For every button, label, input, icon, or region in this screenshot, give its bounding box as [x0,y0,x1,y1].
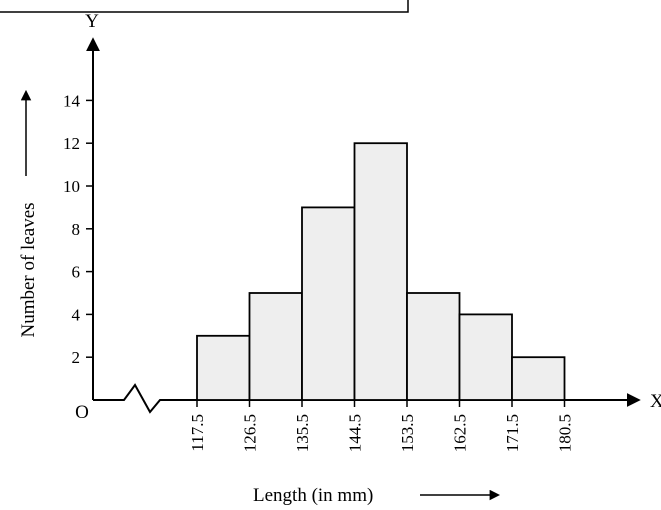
x-tick-label: 117.5 [188,414,207,452]
y-tick-label: 14 [63,91,81,110]
x-tick-label: 171.5 [503,414,522,452]
y-axis-letter: Y [85,11,99,32]
y-tick-label: 6 [72,263,81,282]
x-tick-label: 162.5 [451,414,470,452]
histogram-bar [353,142,408,401]
origin-label: O [75,402,89,423]
histogram-bar [406,292,461,401]
x-tick-label: 144.5 [346,414,365,452]
y-tick-label: 12 [63,134,80,153]
y-tick-label: 2 [72,348,81,367]
y-axis-title: Number of leaves [18,202,39,337]
x-axis-letter: X [650,391,661,412]
y-tick-label: 10 [63,177,80,196]
x-tick-label: 135.5 [293,414,312,452]
x-tick-label: 180.5 [556,414,575,452]
histogram-bar [511,356,566,401]
x-axis-title: Length (in mm) [253,485,373,506]
histogram-bar [458,313,513,401]
histogram-bar [301,206,356,401]
top-frame-remnant [0,0,409,13]
x-tick-label: 153.5 [398,414,417,452]
x-tick-label: 126.5 [241,414,260,452]
y-tick-label: 8 [72,220,81,239]
histogram-bar [248,292,303,401]
y-tick-label: 4 [72,305,81,324]
histogram-bar [196,334,251,401]
